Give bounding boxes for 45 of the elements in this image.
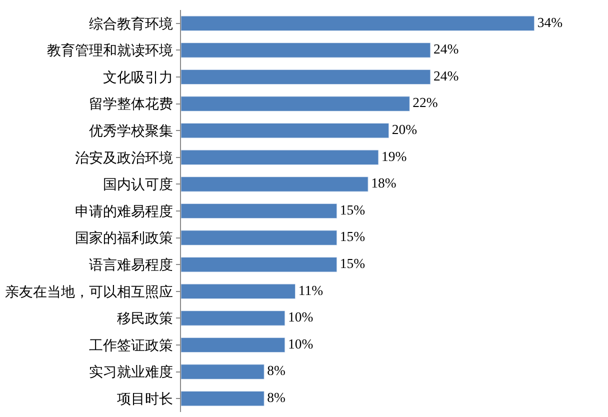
bar	[181, 284, 296, 300]
y-tick-label: 实习就业难度	[89, 364, 174, 381]
bar	[181, 256, 338, 272]
bar	[181, 203, 338, 219]
y-tick-label: 优秀学校聚集	[89, 124, 174, 140]
data-label: 24%	[433, 68, 459, 84]
data-label: 10%	[288, 310, 314, 325]
data-label: 10%	[288, 336, 314, 352]
y-tick-label: 教育管理和就读环境	[47, 42, 174, 60]
bar	[181, 96, 410, 112]
y-tick-label: 语言难易程度	[89, 258, 174, 274]
data-label: 8%	[267, 363, 286, 378]
y-tick-label: 综合教育环境	[89, 15, 174, 32]
data-label: 15%	[340, 202, 366, 218]
bar	[181, 230, 338, 246]
data-label: 18%	[371, 176, 396, 191]
bar	[181, 310, 286, 326]
bar	[181, 390, 264, 406]
y-tick-label: 工作签证政策	[89, 338, 174, 354]
y-tick-label: 亲友在当地，可以相互照应	[5, 284, 174, 300]
bar	[181, 176, 368, 192]
data-label: 11%	[298, 282, 324, 298]
y-tick-label: 国家的福利政策	[75, 230, 174, 247]
bar	[181, 122, 390, 138]
y-tick-label: 国内认可度	[103, 177, 174, 194]
data-label: 22%	[412, 95, 438, 110]
data-label: 8%	[267, 390, 286, 406]
data-label: 20%	[392, 122, 418, 138]
bar	[181, 150, 379, 166]
bar	[181, 69, 431, 85]
data-label: 34%	[537, 14, 563, 30]
y-tick-label: 治安及政治环境	[75, 150, 174, 166]
data-label: 19%	[381, 148, 407, 164]
data-label: 24%	[433, 42, 459, 57]
bar	[181, 16, 535, 32]
bar	[181, 337, 286, 353]
y-tick-label: 项目时长	[117, 392, 174, 408]
bar	[181, 42, 431, 58]
data-label: 15%	[340, 256, 366, 272]
data-label: 15%	[340, 229, 366, 244]
y-tick-label: 申请的难易程度	[75, 204, 174, 220]
bar	[181, 364, 264, 380]
y-tick-label: 移民政策	[117, 311, 174, 328]
y-tick-label: 留学整体花费	[89, 96, 174, 113]
y-tick-label: 文化吸引力	[103, 70, 174, 86]
